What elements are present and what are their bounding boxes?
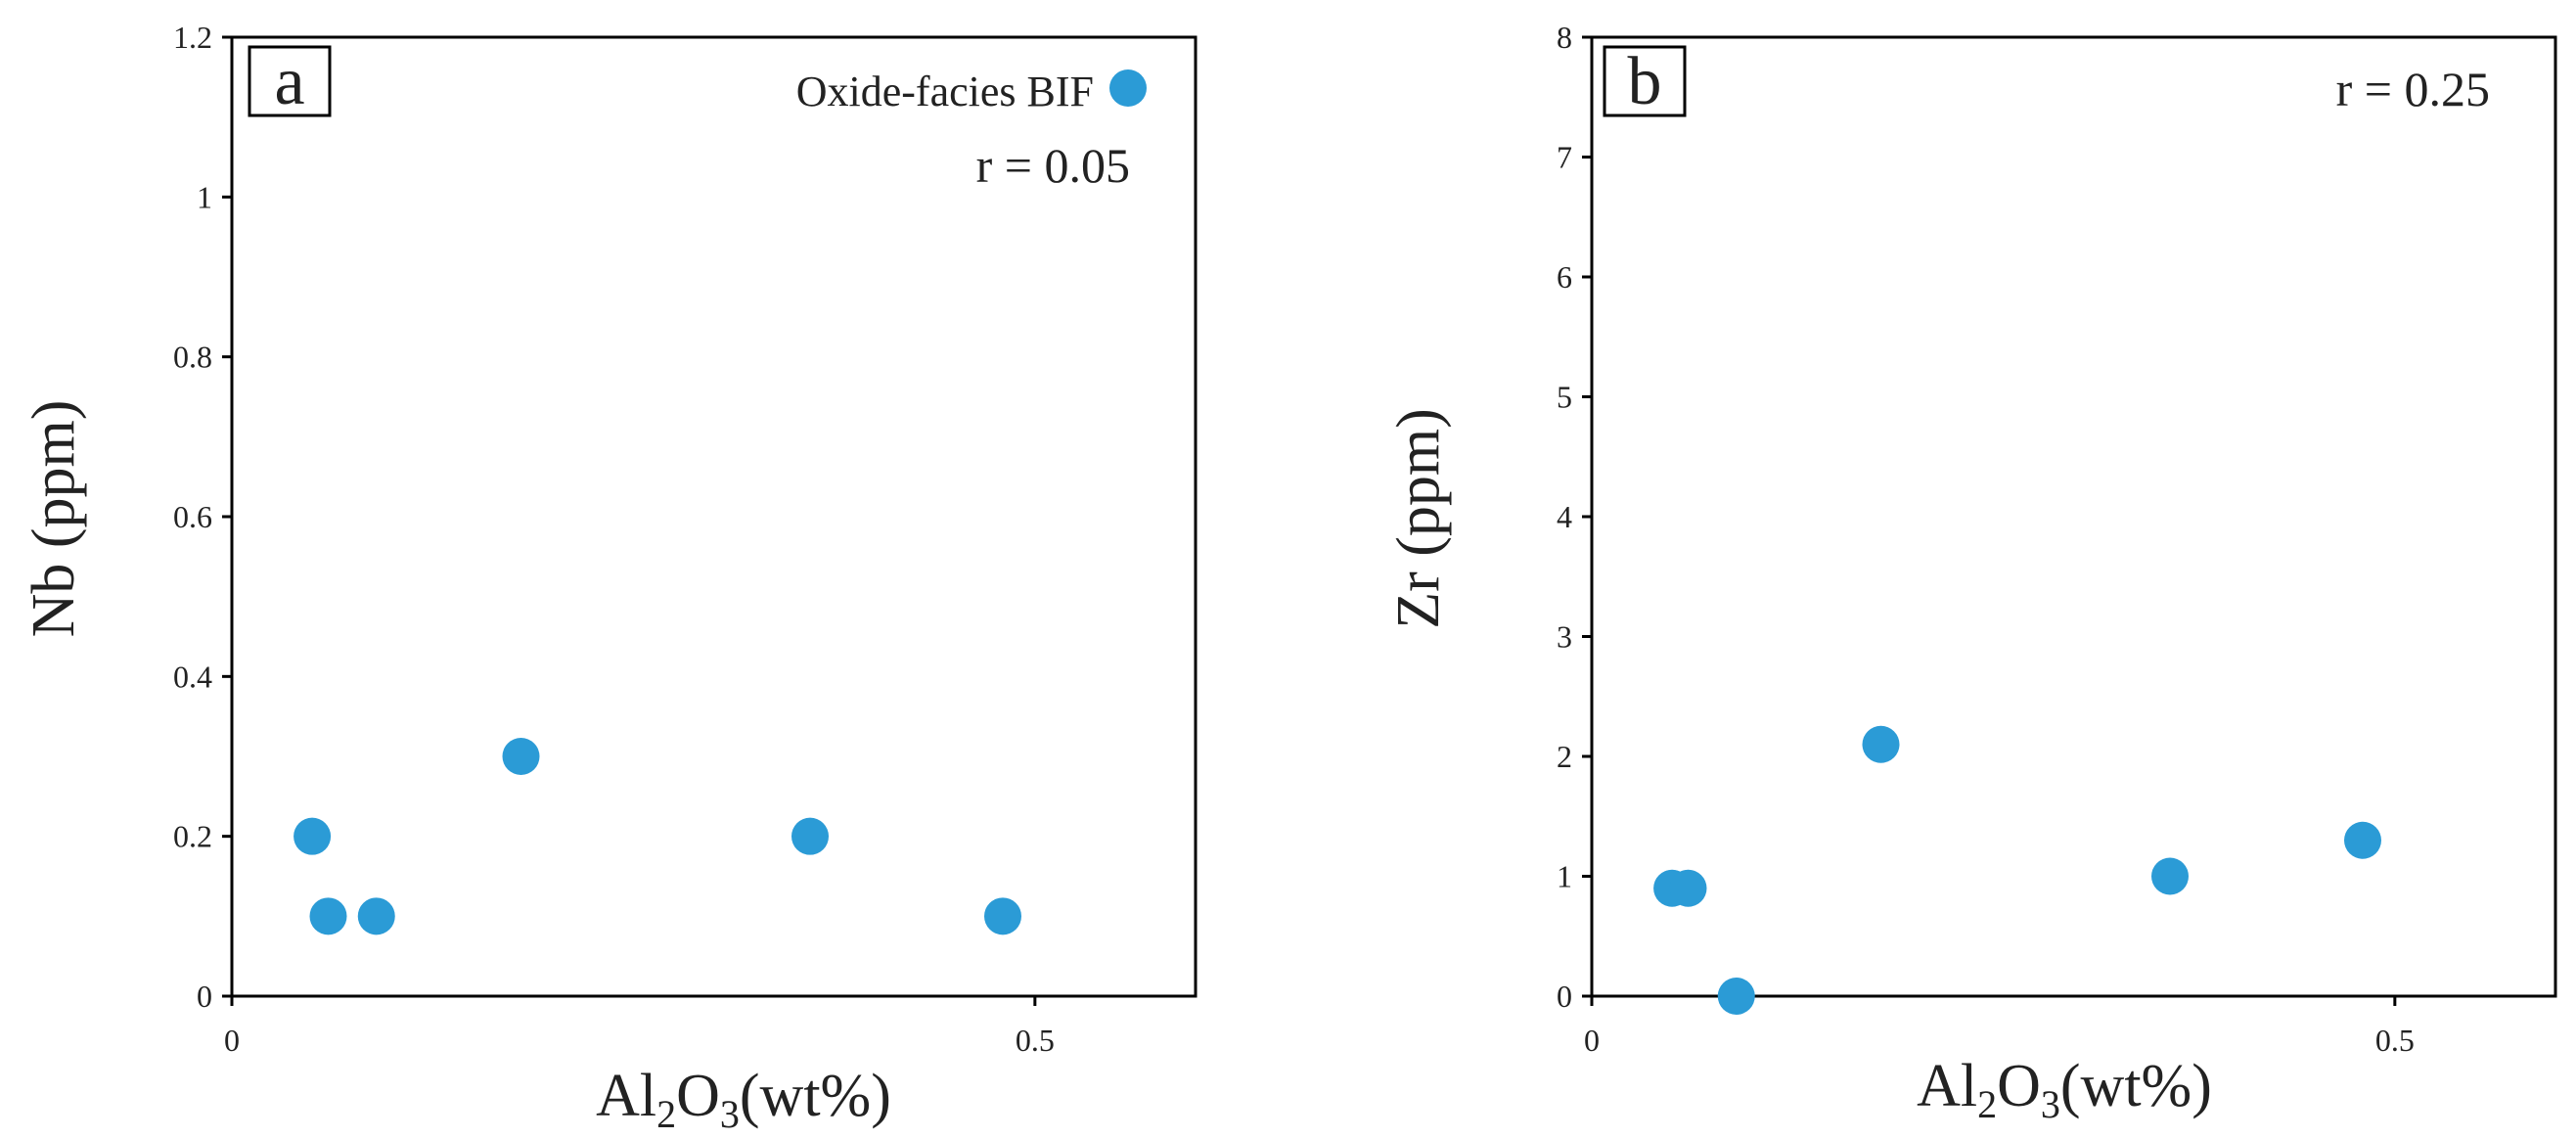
data-point	[309, 897, 347, 935]
y-tick-label: 5	[1557, 380, 1572, 415]
y-axis-title-a: Nb (ppm)	[21, 400, 87, 638]
data-point	[1717, 978, 1755, 1015]
panel-label-a: a	[274, 44, 304, 119]
data-point	[1669, 869, 1707, 907]
data-points-b	[1653, 725, 2381, 1015]
x-axis-title-a-part: O	[676, 1063, 720, 1129]
x-axis-title-a: Al2O3(wt%)	[596, 1063, 891, 1136]
x-axis-title-b-sub: 2	[1977, 1082, 1997, 1126]
legend-marker	[1109, 69, 1147, 107]
correlation-label-a: r = 0.05	[976, 138, 1130, 193]
x-axis-title-a-part: Al	[596, 1063, 656, 1129]
x-tick-label: 0	[1584, 1023, 1600, 1058]
y-tick-label: 1	[197, 179, 212, 214]
y-tick-label: 3	[1557, 619, 1572, 655]
y-ticks-b: 0 1 2 3 4 5 6 7 8	[1557, 20, 1592, 1014]
x-tick-label: 0.5	[1016, 1023, 1055, 1058]
y-tick-label: 7	[1557, 140, 1572, 175]
y-tick-label: 6	[1557, 259, 1572, 295]
y-tick-label: 4	[1557, 499, 1572, 534]
y-tick-label: 0.6	[173, 499, 212, 534]
data-point	[2151, 857, 2189, 895]
y-tick-label: 0.2	[173, 819, 212, 854]
data-points-a	[294, 738, 1021, 935]
plot-frame-b	[1590, 35, 2557, 998]
data-point	[791, 817, 829, 855]
y-tick-label: 0.4	[173, 659, 212, 694]
y-axis-title-b: Zr (ppm)	[1385, 408, 1452, 629]
x-axis-title-a-sub: 2	[656, 1092, 676, 1136]
data-point	[984, 897, 1021, 935]
x-axis-title-b-sub: 3	[2041, 1082, 2060, 1126]
x-ticks-a: 0 0.5	[224, 996, 1055, 1058]
y-tick-label: 1	[1557, 859, 1572, 894]
legend-label: Oxide-facies BIF	[796, 68, 1094, 115]
chart-panel-a: 00.20.40.60.811.2 0 0.5 a Oxide-facies BI…	[21, 20, 1198, 1136]
data-point	[502, 738, 540, 775]
y-tick-label: 0.8	[173, 340, 212, 375]
data-point	[1862, 725, 1900, 763]
data-point	[357, 897, 395, 935]
x-tick-label: 0.5	[2375, 1023, 2415, 1058]
panel-label-b: b	[1628, 44, 1662, 119]
x-axis-title-b-part: (wt%)	[2060, 1053, 2212, 1119]
correlation-label-b: r = 0.25	[2336, 62, 2490, 116]
x-axis-title-b: Al2O3(wt%)	[1917, 1053, 2212, 1126]
y-tick-label: 1.2	[173, 20, 212, 55]
x-axis-title-b-part: Al	[1917, 1053, 1977, 1119]
data-point	[294, 817, 332, 855]
y-tick-label: 0	[197, 979, 212, 1014]
y-tick-label: 0	[1557, 979, 1572, 1014]
y-tick-label: 8	[1557, 20, 1572, 55]
x-tick-label: 0	[224, 1023, 240, 1058]
x-axis-title-a-part: (wt%)	[740, 1063, 891, 1129]
data-point	[2344, 821, 2381, 859]
y-tick-label: 2	[1557, 739, 1572, 774]
x-axis-title-a-sub: 3	[720, 1092, 740, 1136]
y-ticks-a: 0 0.2 0.4 0.6 0.8 1 1.2	[173, 20, 232, 1014]
x-axis-title-b-part: O	[1997, 1053, 2041, 1119]
panel-label-box-a	[248, 45, 332, 117]
x-ticks-b: 0 0.5	[1584, 996, 2415, 1058]
panel-label-box-b	[1603, 45, 1687, 117]
